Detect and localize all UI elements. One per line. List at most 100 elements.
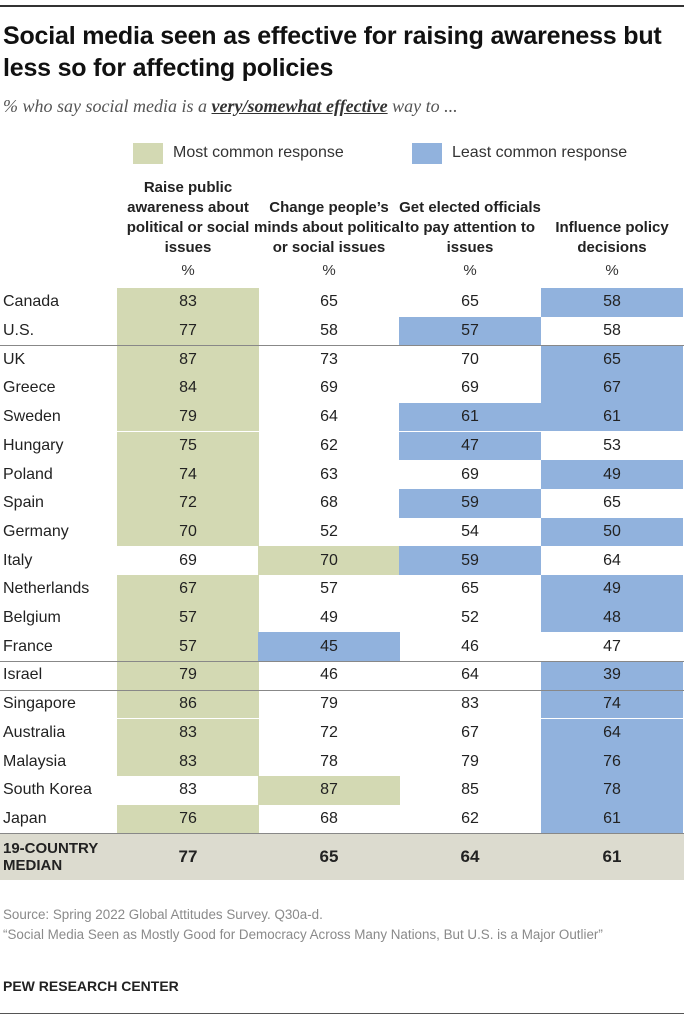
cell-change-minds-most-common: 70: [258, 546, 400, 575]
cell-influence-policy-least-common: 50: [541, 517, 683, 547]
cell-influence-policy-least-common: 61: [541, 804, 683, 834]
top-rule: [0, 5, 684, 7]
cell-influence-policy-least-common: 76: [541, 747, 683, 776]
country-label: Netherlands: [3, 580, 90, 598]
pew-brand: PEW RESEARCH CENTER: [3, 978, 179, 994]
cell-change-minds: 65: [320, 293, 338, 311]
table-row-sweden: Sweden 79 64 61 61: [0, 402, 684, 432]
column-header-elected-officials: Get elected officials to pay attention t…: [399, 199, 541, 256]
source-note: Source: Spring 2022 Global Attitudes Sur…: [3, 905, 681, 945]
cell-elected-officials: 65: [461, 293, 479, 311]
cell-elected-officials: 79: [461, 752, 479, 770]
country-label: Australia: [3, 723, 66, 741]
cell-elected-officials: 52: [461, 609, 479, 627]
cell-change-minds: 72: [320, 723, 338, 741]
legend-label-least: Least common response: [452, 144, 628, 161]
table-row-spain: Spain 72 68 59 65: [0, 488, 684, 518]
table-row-poland: Poland 74 63 69 49: [0, 460, 684, 489]
report-citation: “Social Media Seen as Mostly Good for De…: [3, 927, 603, 942]
table-row-australia: Australia 83 72 67 64: [0, 718, 684, 748]
cell-elected-officials: 67: [461, 723, 479, 741]
legend-most: Most common response: [133, 142, 344, 164]
cell-change-minds: 57: [320, 580, 338, 598]
table-row-hungary: Hungary 75 62 47 53: [0, 431, 684, 461]
cell-raise-awareness-most-common: 83: [117, 288, 259, 317]
country-label: Spain: [3, 494, 44, 512]
group-separator: [0, 833, 684, 835]
cell-elected-officials: 83: [461, 695, 479, 713]
cell-influence-policy: 64: [603, 551, 621, 569]
column-header-raise-awareness: Raise public awareness about political o…: [126, 179, 250, 256]
cell-influence-policy-least-common: 58: [541, 288, 683, 317]
country-label: Singapore: [3, 695, 76, 713]
median-cell-raise-awareness: 77: [178, 847, 198, 867]
cell-influence-policy-least-common: 64: [541, 718, 683, 748]
table-row-canada: Canada 83 65 65 58: [0, 288, 684, 317]
cell-raise-awareness-most-common: 57: [117, 632, 259, 662]
legend-least: Least common response: [412, 142, 627, 164]
cell-raise-awareness-most-common: 79: [117, 661, 259, 690]
median-label: 19-COUNTRY MEDIAN: [3, 840, 99, 875]
cell-raise-awareness-most-common: 72: [117, 488, 259, 518]
subtitle-prefix: % who say social media is a: [3, 96, 212, 116]
unit-label-col2: %: [322, 262, 336, 279]
cell-influence-policy-least-common: 39: [541, 661, 683, 690]
country-label: U.S.: [3, 322, 35, 340]
median-cell-influence-policy: 61: [602, 847, 622, 867]
cell-change-minds: 69: [320, 379, 338, 397]
cell-elected-officials: 62: [461, 809, 479, 827]
subtitle-emphasis: very/somewhat effective: [211, 96, 388, 116]
cell-change-minds-most-common: 87: [258, 775, 400, 805]
cell-change-minds: 68: [320, 494, 338, 512]
cell-change-minds: 52: [320, 522, 338, 540]
group-separator: [0, 689, 684, 691]
cell-raise-awareness-most-common: 86: [117, 689, 259, 719]
cell-elected-officials: 69: [461, 465, 479, 483]
cell-elected-officials-least-common: 59: [399, 546, 541, 575]
cell-raise-awareness-most-common: 75: [117, 431, 259, 461]
country-label: Japan: [3, 809, 47, 827]
source-line: Source: Spring 2022 Global Attitudes Sur…: [3, 907, 323, 922]
table-row-singapore: Singapore 86 79 83 74: [0, 689, 684, 719]
cell-influence-policy: 53: [603, 436, 621, 454]
column-header-change-minds: Change people’s minds about political or…: [254, 199, 405, 256]
cell-influence-policy-least-common: 78: [541, 775, 683, 805]
cell-change-minds: 49: [320, 609, 338, 627]
cell-influence-policy-least-common: 65: [541, 345, 683, 375]
table-row-greece: Greece 84 69 69 67: [0, 374, 684, 403]
cell-influence-policy-least-common: 61: [541, 402, 683, 432]
chart-subtitle: % who say social media is a very/somewha…: [3, 96, 673, 117]
cell-influence-policy: 47: [603, 637, 621, 655]
subtitle-suffix: way to ...: [387, 96, 458, 116]
country-label: UK: [3, 350, 26, 368]
cell-raise-awareness-most-common: 77: [117, 316, 259, 346]
table-row-malaysia: Malaysia 83 78 79 76: [0, 747, 684, 776]
cell-elected-officials-least-common: 47: [399, 431, 541, 461]
table-row-uk: UK 87 73 70 65: [0, 345, 684, 375]
unit-label-col4: %: [605, 262, 619, 279]
cell-elected-officials: 70: [461, 350, 479, 368]
cell-raise-awareness-most-common: 79: [117, 402, 259, 432]
cell-raise-awareness: 69: [179, 551, 197, 569]
cell-change-minds: 68: [320, 809, 338, 827]
table-row-south-korea: South Korea 83 87 85 78: [0, 775, 684, 805]
country-label: Hungary: [3, 436, 64, 454]
country-label: Germany: [3, 522, 69, 540]
cell-influence-policy-least-common: 48: [541, 603, 683, 633]
cell-change-minds: 46: [320, 666, 338, 684]
cell-change-minds: 62: [320, 436, 338, 454]
unit-label-col1: %: [181, 262, 195, 279]
cell-change-minds-least-common: 45: [258, 632, 400, 662]
country-label: Israel: [3, 666, 43, 684]
legend-swatch-least: [412, 142, 442, 164]
cell-raise-awareness-most-common: 70: [117, 517, 259, 547]
table-row-netherlands: Netherlands 67 57 65 49: [0, 575, 684, 604]
cell-elected-officials: 54: [461, 522, 479, 540]
cell-elected-officials-least-common: 59: [399, 488, 541, 518]
cell-change-minds: 73: [320, 350, 338, 368]
cell-elected-officials: 65: [461, 580, 479, 598]
cell-raise-awareness-most-common: 83: [117, 747, 259, 776]
table-row-belgium: Belgium 57 49 52 48: [0, 603, 684, 633]
country-label: Sweden: [3, 408, 61, 426]
cell-influence-policy-least-common: 67: [541, 374, 683, 403]
